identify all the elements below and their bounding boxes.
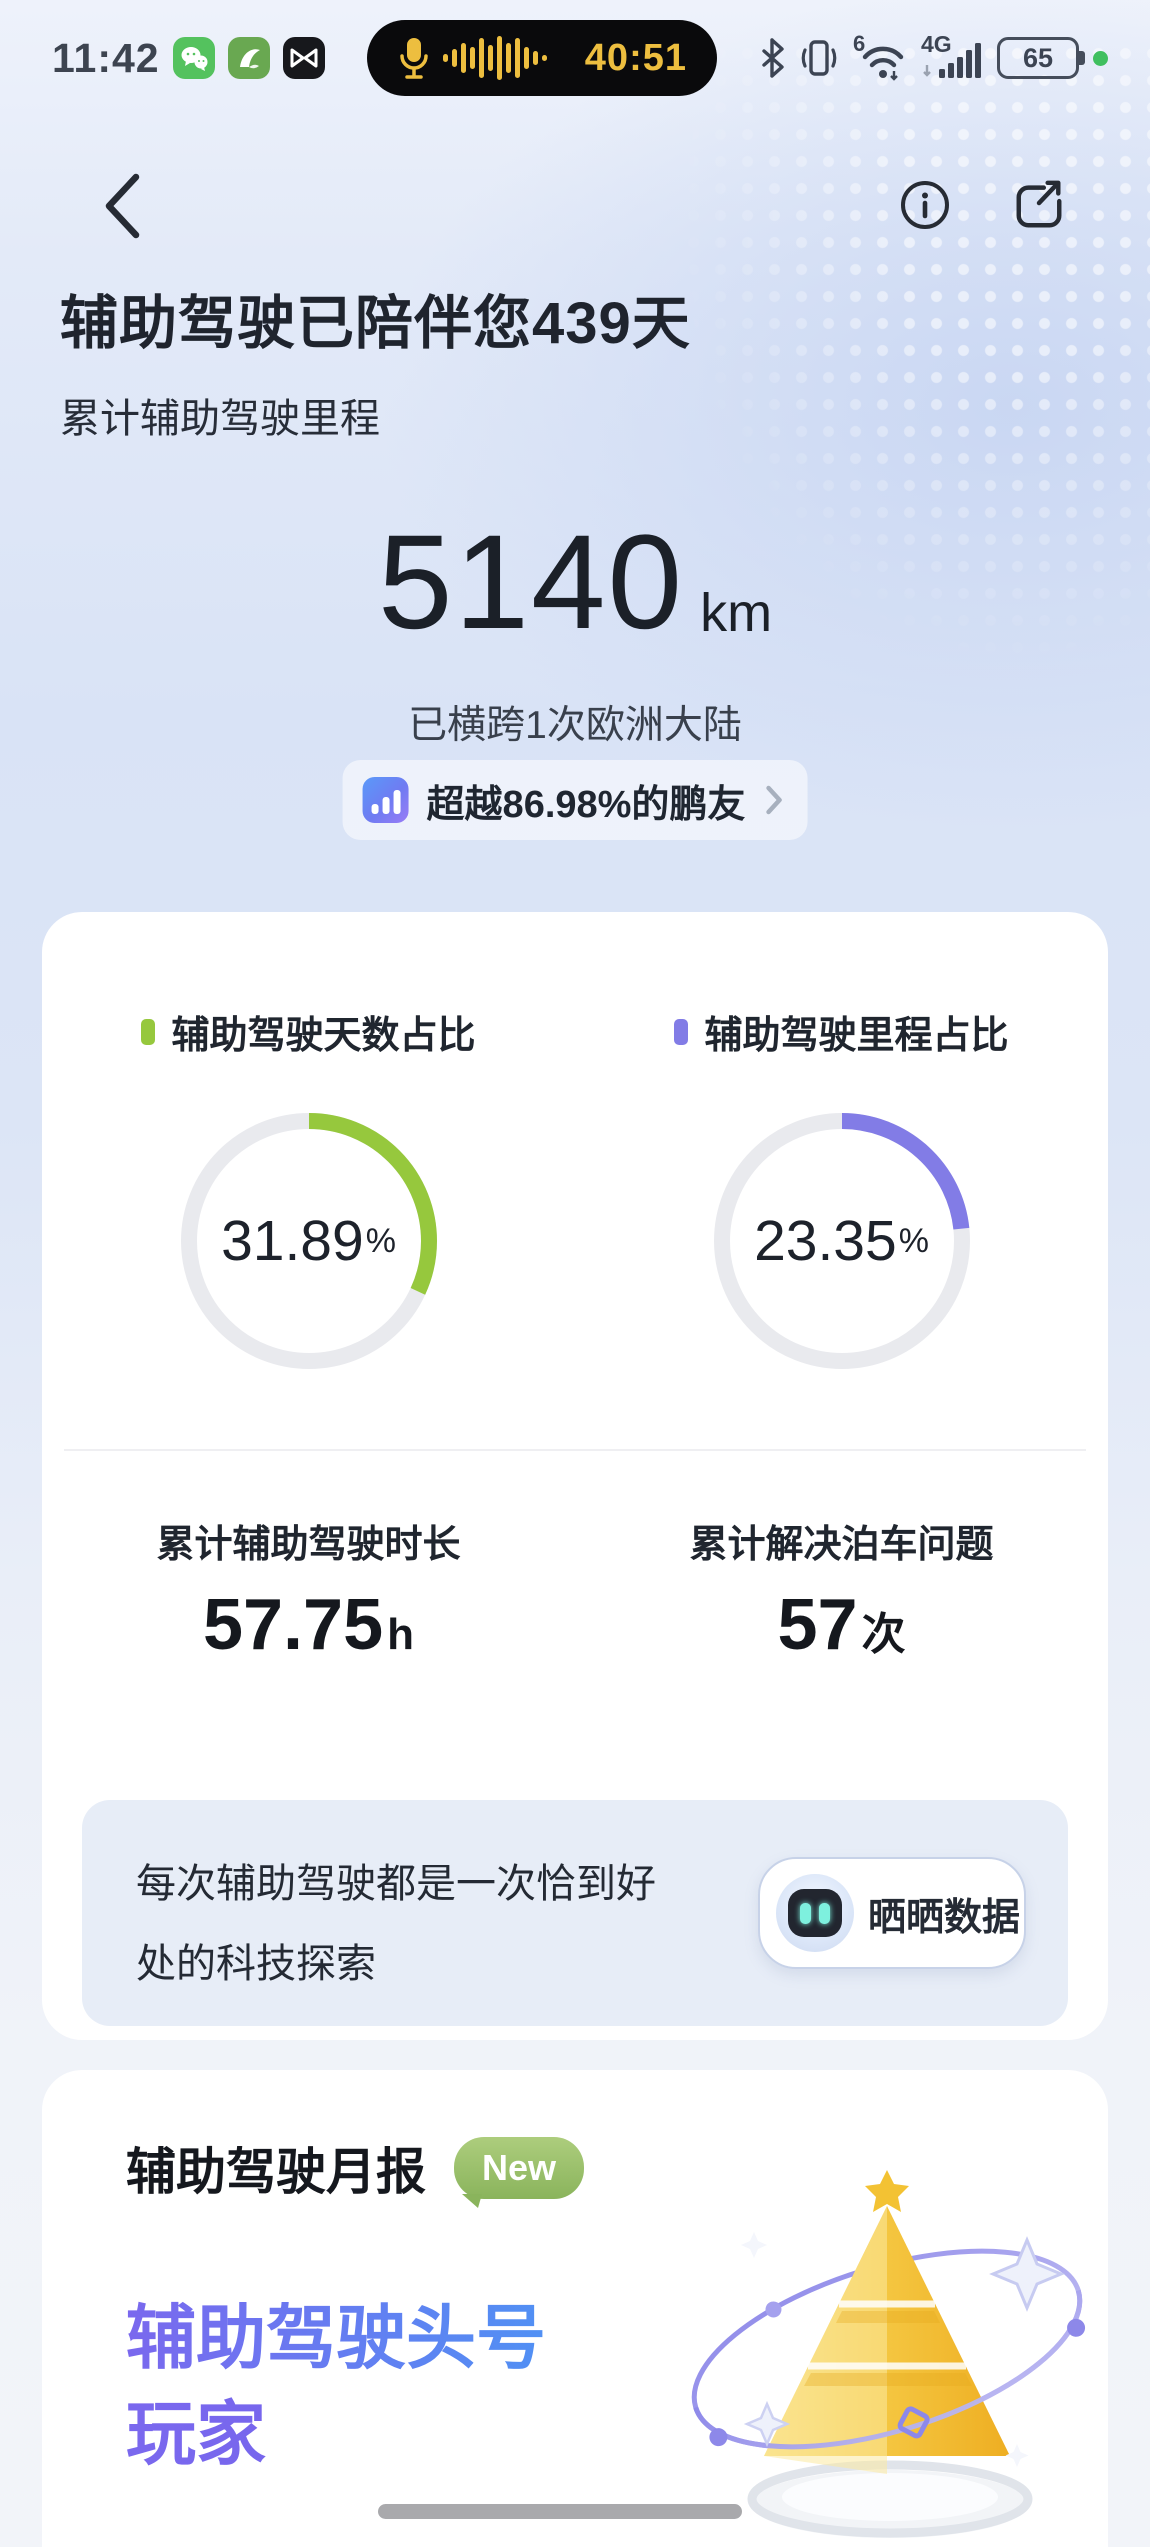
rank-badge[interactable]: 超越86.98%的鹏友 xyxy=(342,760,808,840)
vibrate-icon xyxy=(801,40,837,76)
card-divider xyxy=(64,1449,1086,1451)
rank-badge-label: 超越86.98%的鹏友 xyxy=(426,783,746,826)
donut-mileage-ratio: 23.35 % xyxy=(712,1111,972,1371)
nav-actions xyxy=(898,178,1066,232)
wechat-notification-icon xyxy=(172,37,215,79)
metrics-row: 累计辅助驾驶时长 57.75h 累计解决泊车问题 57次 xyxy=(42,1513,1108,1680)
monthly-card-header: 辅助驾驶月报 New xyxy=(126,2132,1108,2208)
monthly-headline: 辅助驾驶头号 玩家 xyxy=(126,2290,686,2482)
new-badge: New xyxy=(454,2137,585,2208)
legend-mileage: 辅助驾驶里程占比 xyxy=(575,1004,1108,1059)
stats-card: 辅助驾驶天数占比 辅助驾驶里程占比 31.89 % xyxy=(42,912,1108,2040)
bluetooth-icon xyxy=(762,38,784,78)
donut-row: 31.89 % 23.35 % xyxy=(42,1111,1108,1371)
share-data-button[interactable]: 晒晒数据 xyxy=(758,1857,1026,1969)
donut-days-ratio: 31.89 % xyxy=(179,1111,439,1371)
mileage-unit: km xyxy=(700,583,773,643)
banner-text-line2: 处的科技探索 xyxy=(136,1942,376,1986)
wifi-band-label: 6 xyxy=(853,31,866,56)
voice-call-pill[interactable]: 40:51 xyxy=(367,20,717,96)
monthly-report-card[interactable]: 辅助驾驶月报 New 辅助驾驶头号 玩家 xyxy=(42,2070,1108,2547)
battery-percent: 65 xyxy=(1022,42,1054,73)
mileage-note: 已横跨1次欧洲大陆 xyxy=(408,704,742,747)
page-subtitle: 累计辅助驾驶里程 xyxy=(60,397,380,441)
metric-parking-count: 累计解决泊车问题 57次 xyxy=(689,1524,994,1665)
mileage-value: 5140 xyxy=(377,508,685,657)
golden-pyramid-illustration xyxy=(672,2144,1122,2547)
page-title: 辅助驾驶已陪伴您439天 xyxy=(60,291,691,356)
chevron-right-icon xyxy=(766,785,782,815)
xpeng-app-icon xyxy=(282,37,325,79)
robot-icon xyxy=(776,1874,854,1952)
home-indicator[interactable] xyxy=(378,2504,742,2519)
privacy-indicator-dot xyxy=(1093,50,1108,66)
battery-icon: 65 xyxy=(997,37,1085,79)
nav-bar xyxy=(0,150,1150,260)
donut-legend-row: 辅助驾驶天数占比 辅助驾驶里程占比 xyxy=(42,1004,1108,1059)
share-button[interactable] xyxy=(1012,178,1066,232)
status-left-cluster: 11:42 xyxy=(52,18,325,98)
microphone-icon xyxy=(400,38,428,79)
call-timer: 40:51 xyxy=(584,36,687,79)
metric-driving-hours: 累计辅助驾驶时长 57.75h xyxy=(156,1524,461,1665)
share-banner: 每次辅助驾驶都是一次恰到好 处的科技探索 晒晒数据 xyxy=(82,1800,1068,2026)
clock: 11:42 xyxy=(52,34,160,81)
banner-text-line1: 每次辅助驾驶都是一次恰到好 xyxy=(136,1862,656,1906)
status-right-cluster: 6 4G 65 xyxy=(761,18,1108,98)
bar-chart-icon xyxy=(362,777,409,823)
network-type-label: 4G xyxy=(921,31,952,57)
status-bar: 11:42 40:51 6 xyxy=(0,18,1150,98)
cellular-icon: 4G xyxy=(921,31,983,81)
legend-marker-green xyxy=(141,1018,156,1045)
monthly-report-title: 辅助驾驶月报 xyxy=(126,2144,426,2200)
wifi-icon: 6 xyxy=(853,31,907,81)
sprout-app-icon xyxy=(227,37,270,79)
total-mileage: 5140 km xyxy=(0,516,1150,650)
waveform-icon xyxy=(443,36,547,80)
info-button[interactable] xyxy=(898,178,952,232)
back-button[interactable] xyxy=(100,172,144,240)
legend-days: 辅助驾驶天数占比 xyxy=(42,1004,575,1059)
legend-marker-purple xyxy=(674,1018,689,1045)
